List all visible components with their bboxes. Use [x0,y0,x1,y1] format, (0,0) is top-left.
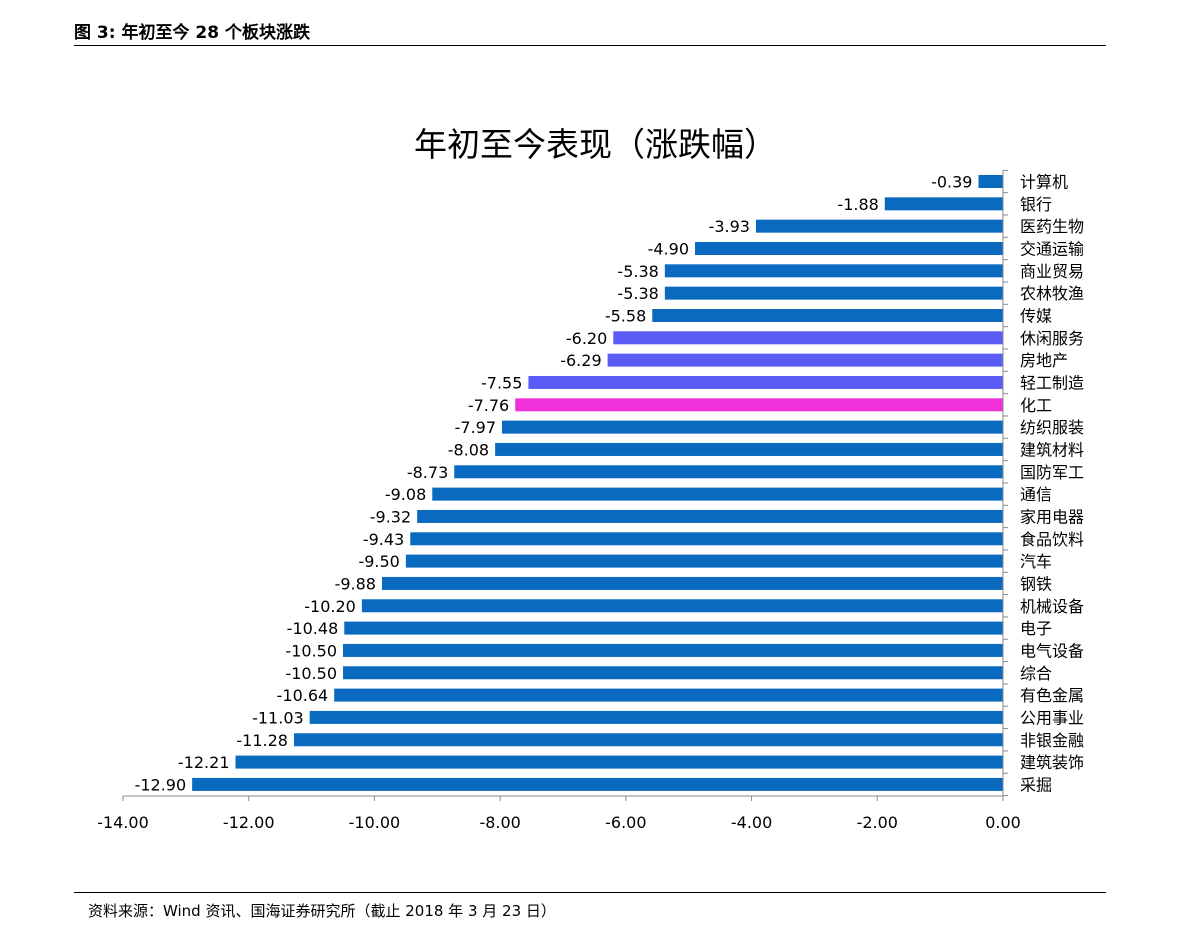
value-label: -3.93 [709,217,750,236]
x-tick-label: -10.00 [349,813,401,832]
value-label: -10.50 [285,641,337,660]
category-label: 机械设备 [1020,597,1084,616]
bar [652,308,1003,322]
header-rule [74,45,1106,46]
category-label: 交通运输 [1020,239,1084,258]
value-label: -5.38 [617,262,658,281]
value-label: -4.90 [648,239,689,258]
category-label: 房地产 [1020,351,1068,370]
x-tick-label: -12.00 [223,813,275,832]
value-label: -9.50 [358,552,399,571]
category-label: 钢铁 [1020,574,1052,593]
value-label: -9.32 [370,507,411,526]
category-label: 汽车 [1020,552,1052,571]
x-tick-label: -14.00 [97,813,149,832]
chart-title: 年初至今表现（涨跌幅） [414,125,777,164]
value-label: -9.88 [335,574,376,593]
category-label: 通信 [1020,485,1052,504]
x-tick-label: -4.00 [731,813,772,832]
x-tick-label: -6.00 [605,813,646,832]
bar [502,420,1003,434]
bar [607,353,1003,367]
category-label: 农林牧渔 [1020,284,1084,303]
category-label: 公用事业 [1020,708,1084,727]
value-label: -7.76 [468,396,509,415]
value-label: -11.03 [252,708,304,727]
category-label: 综合 [1020,664,1052,683]
bar [192,777,1004,791]
x-tick-label: -2.00 [857,813,898,832]
value-label: -6.20 [566,329,607,348]
x-tick-label: -8.00 [479,813,520,832]
bar [515,398,1003,412]
value-label: -8.08 [448,440,489,459]
category-label: 非银金融 [1020,731,1084,750]
category-label: 有色金属 [1020,686,1084,705]
bar [344,621,1003,635]
value-label: -11.28 [236,731,288,750]
bar [978,175,1003,188]
category-label: 电气设备 [1020,641,1084,660]
bar [664,264,1003,278]
bar [309,710,1004,724]
category-label: 医药生物 [1020,217,1084,236]
value-label: -10.50 [285,664,337,683]
value-label: -12.90 [135,775,187,794]
bar [884,197,1003,211]
value-label: -10.20 [304,597,356,616]
source-note: 资料来源：Wind 资讯、国海证券研究所（截止 2018 年 3 月 23 日） [88,902,556,920]
category-label: 轻工制造 [1020,373,1084,392]
footer-rule [74,892,1106,893]
value-label: -1.88 [837,195,878,214]
bar [613,331,1003,345]
value-label: -0.39 [931,173,972,192]
bar [495,442,1003,456]
bar [417,509,1004,523]
category-label: 电子 [1020,619,1052,638]
value-label: -10.48 [287,619,339,638]
bar [405,554,1003,568]
value-label: -7.55 [481,373,522,392]
bar [343,666,1003,680]
category-label: 计算机 [1020,173,1068,192]
bar [334,688,1003,702]
bar [432,487,1003,501]
value-label: -6.29 [560,351,601,370]
value-label: -7.97 [455,418,496,437]
value-label: -9.08 [385,485,426,504]
category-label: 银行 [1020,195,1052,214]
category-label: 商业贸易 [1020,262,1084,281]
bar [361,599,1003,613]
bar-chart: -0.39 计算机 -1.88 银行 -3.93 医药生物 -4.90 交通运输 -5.38 商业… [97,169,1084,832]
bar [410,532,1003,546]
category-label: 化工 [1020,396,1052,415]
x-tick-label: 0.00 [985,813,1021,832]
category-label: 休闲服务 [1020,329,1084,348]
category-label: 采掘 [1020,775,1052,794]
value-label: -9.43 [363,530,404,549]
category-label: 食品饮料 [1020,530,1084,549]
value-label: -5.38 [617,284,658,303]
category-label: 建筑材料 [1020,440,1084,459]
category-label: 国防军工 [1020,463,1084,482]
figure-header: 图 3: 年初至今 28 个板块涨跌 [74,23,310,43]
value-label: -8.73 [407,463,448,482]
category-label: 家用电器 [1020,507,1084,526]
bar [528,375,1003,389]
bar [695,241,1003,255]
category-label: 纺织服装 [1020,418,1084,437]
value-label: -12.21 [178,753,230,772]
bar [343,643,1003,657]
bar [381,576,1003,590]
bar [454,465,1003,479]
value-label: -5.58 [605,306,646,325]
bar [293,733,1003,747]
bar [755,219,1003,233]
bar [664,286,1003,300]
category-label: 建筑装饰 [1020,753,1084,772]
value-label: -10.64 [277,686,329,705]
bar [235,755,1003,769]
category-label: 传媒 [1020,306,1052,325]
